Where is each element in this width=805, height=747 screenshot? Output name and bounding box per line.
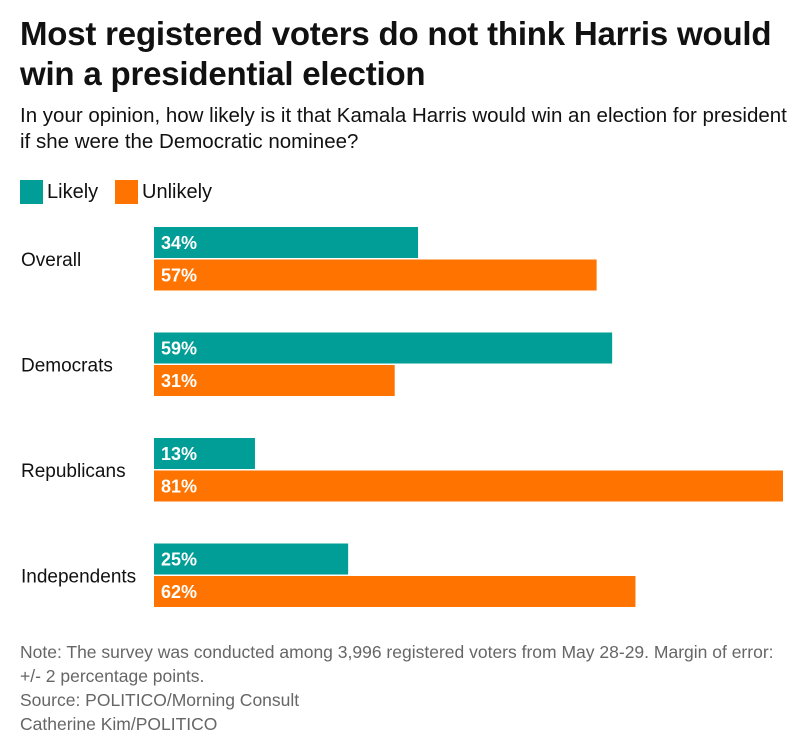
bar-likely-independents (154, 543, 349, 575)
bar-chart: Overall 34% 57% Democrats 59% 31% Republicans 1… (21, 227, 783, 607)
data-label-unlikely: 62% (161, 582, 197, 602)
bar-unlikely-independents (154, 576, 636, 607)
data-label-likely: 59% (161, 339, 197, 359)
bar-unlikely-republicans (154, 470, 783, 502)
category-group-democrats: Democrats 59% 31% (21, 332, 613, 396)
data-label-likely: 13% (161, 444, 197, 464)
data-label-unlikely: 57% (161, 266, 197, 286)
bar-unlikely-democrats (154, 365, 395, 396)
category-label: Republicans (21, 461, 126, 482)
legend-label-unlikely: Unlikely (142, 181, 213, 203)
credit-text: Catherine Kim/POLITICO (20, 714, 218, 734)
category-group-overall: Overall 34% 57% (21, 227, 597, 291)
chart-title: Most registered voters do not think Harr… (20, 15, 772, 92)
data-label-unlikely: 81% (161, 477, 197, 497)
note-text: Note: The survey was conducted among 3,9… (20, 642, 774, 686)
legend-swatch-likely (20, 180, 43, 204)
category-label: Democrats (21, 356, 113, 377)
category-label: Independents (21, 567, 136, 588)
legend-label-likely: Likely (47, 181, 99, 203)
bar-likely-democrats (154, 332, 613, 364)
category-label: Overall (21, 250, 81, 271)
bar-likely-overall (154, 227, 419, 258)
bar-unlikely-overall (154, 259, 597, 291)
chart-notes: Note: The survey was conducted among 3,9… (20, 640, 795, 736)
data-label-unlikely: 31% (161, 371, 197, 391)
chart-subtitle: In your opinion, how likely is it that K… (20, 104, 787, 153)
category-group-independents: Independents 25% 62% (21, 543, 636, 607)
bar-likely-republicans (154, 438, 255, 469)
data-label-likely: 34% (161, 233, 197, 253)
legend-swatch-unlikely (115, 180, 138, 204)
data-label-likely: 25% (161, 550, 197, 570)
source-text: Source: POLITICO/Morning Consult (20, 690, 300, 710)
category-group-republicans: Republicans 13% 81% (21, 438, 783, 502)
